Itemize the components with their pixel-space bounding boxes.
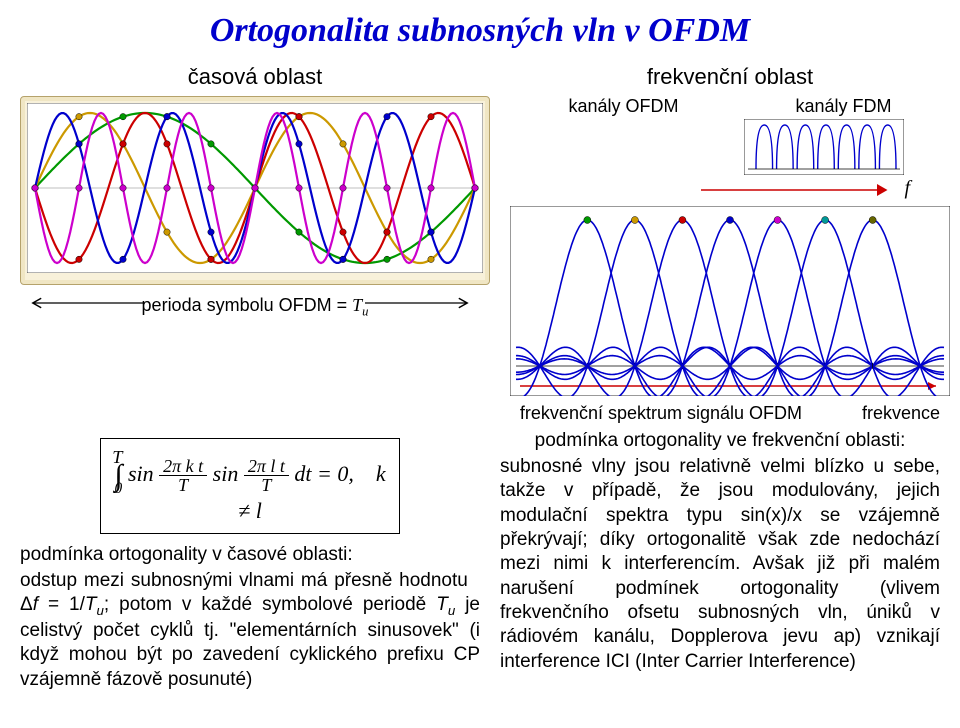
orthogonality-equation: ∫0T sin 2π k tT sin 2π l tT dt = 0, k ≠ … (100, 438, 400, 534)
freq-spectrum-label: frekvenční spektrum signálu OFDM (520, 403, 802, 424)
sinc-plot-wrap (510, 206, 950, 401)
f-axis-row: f (510, 177, 910, 200)
freq-domain-column: frekvenční oblast kanály OFDM kanály FDM… (510, 64, 950, 424)
right-paragraph: subnosné vlny jsou relativně velmi blízk… (500, 455, 940, 674)
sinc-plot (510, 206, 950, 396)
time-domain-plot (27, 103, 483, 273)
time-plot-frame (20, 96, 490, 285)
freq-bottom-labels: frekvenční spektrum signálu OFDM frekven… (510, 403, 950, 424)
small-labels-row: kanály OFDM kanály FDM (510, 96, 950, 117)
fdm-channels-label: kanály FDM (795, 96, 891, 117)
freq-inset-row (510, 119, 950, 175)
page-title: Ortogonalita subnosných vln v OFDM (20, 12, 940, 50)
period-label: perioda symbolu OFDM = Tu (20, 295, 490, 320)
time-domain-column: časová oblast perioda symbolu OFDM = Tu (20, 64, 490, 424)
f-arrow (696, 181, 896, 199)
right-heading: podmínka ortogonality ve frekvenční obla… (500, 430, 940, 452)
text-row: ∫0T sin 2π k tT sin 2π l tT dt = 0, k ≠ … (20, 430, 940, 692)
f-axis-label: f (904, 177, 910, 199)
left-text-col: ∫0T sin 2π k tT sin 2π l tT dt = 0, k ≠ … (20, 430, 480, 692)
ofdm-channels-placeholder (510, 119, 730, 175)
right-text-col: podmínka ortogonality ve frekvenční obla… (500, 430, 940, 692)
left-heading: podmínka ortogonality v časové oblasti: (20, 544, 480, 566)
frequency-label: frekvence (862, 403, 940, 424)
fdm-inset-plot (744, 119, 904, 175)
freq-domain-label: frekvenční oblast (510, 64, 950, 90)
time-domain-label: časová oblast (20, 64, 490, 90)
top-row: časová oblast perioda symbolu OFDM = Tu (20, 64, 940, 424)
left-paragraph: odstup mezi subnosnými vlnami má přesně … (20, 569, 480, 692)
ofdm-channels-label: kanály OFDM (568, 96, 678, 117)
